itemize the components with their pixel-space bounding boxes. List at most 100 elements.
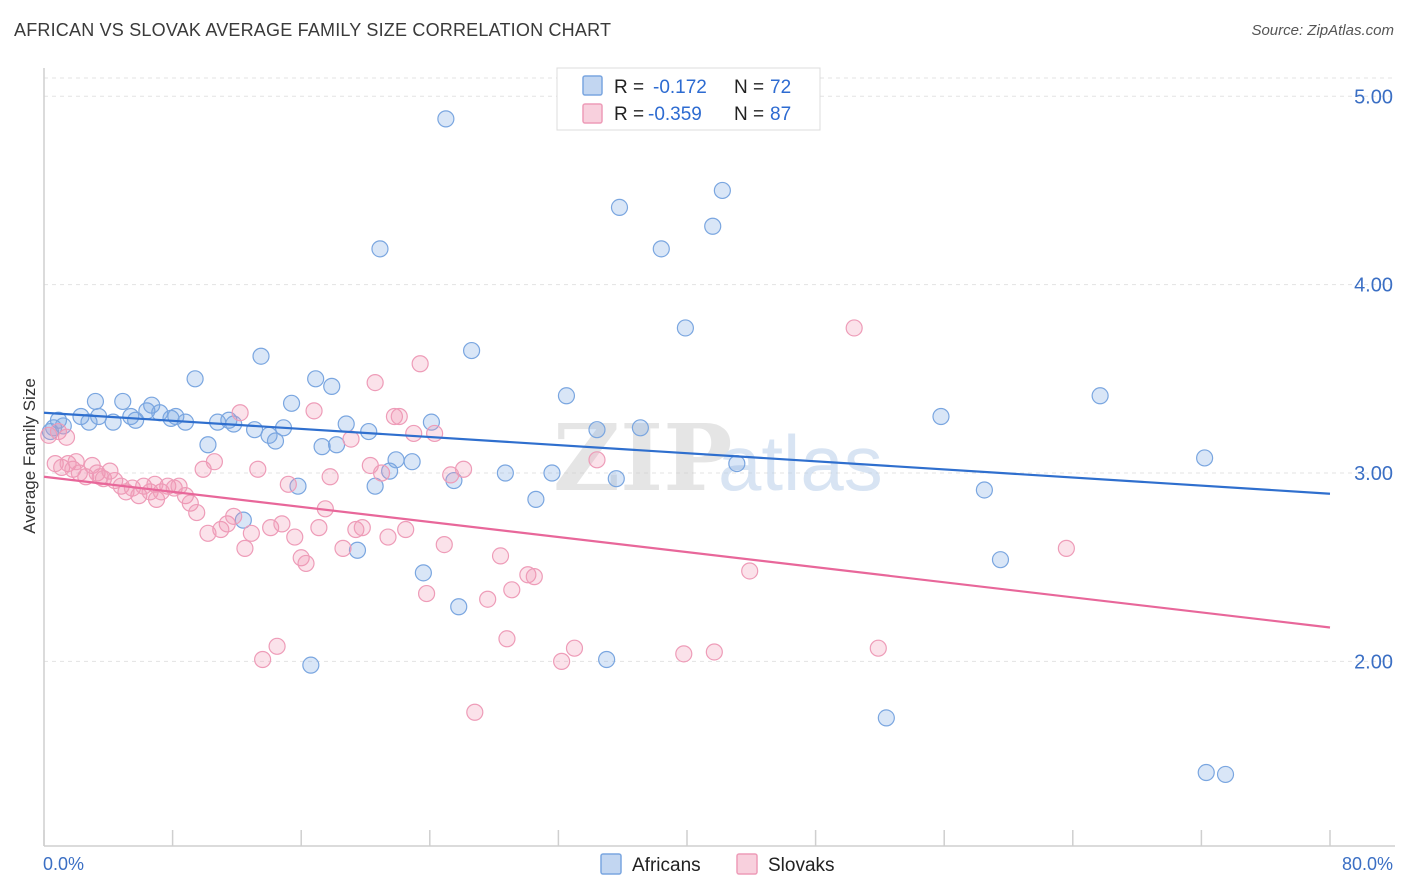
slovaks-point [347,520,365,539]
africans-point [631,419,649,437]
slovaks-point [397,520,415,539]
africans-point [422,413,441,431]
africans-point [371,240,389,258]
slovaks-point [321,468,339,486]
africans-point [496,464,514,482]
africans-point [610,198,629,216]
africans-point [86,392,105,411]
africans-point [932,407,950,426]
africans-point [234,511,252,529]
africans-point [1196,449,1214,467]
africans-point [327,436,346,454]
africans-point [266,432,285,450]
africans-point [307,370,325,388]
legend-n-label-africans: N = [734,77,764,98]
slovaks-point [525,568,543,586]
legend-r-value-slovaks: -0.359 [648,104,702,125]
africans-point [80,413,98,431]
africans-point [1216,765,1235,784]
africans-point [557,387,576,405]
slovaks-point [262,519,280,537]
slovaks-point [845,319,863,337]
africans-point [652,240,670,258]
slovaks-point [1057,539,1075,557]
slovaks-point [553,652,571,670]
watermark-zip: ZIP [553,404,732,512]
africans-point [877,709,895,727]
slovaks-point [741,562,759,580]
africans-point [403,453,421,471]
africans-point [127,411,145,429]
slovaks-point [231,404,249,422]
africans-point [348,541,367,559]
trend-lines [43,411,1331,629]
x-tick-label-max: 80.0% [1342,854,1393,874]
slovaks-point [390,407,408,426]
slovaks-point [588,451,606,469]
slovaks-point [675,645,693,663]
slovaks-point [225,507,243,525]
slovaks-point [417,584,436,603]
y-tick-label: 5.00 [1354,86,1393,108]
africans-point [704,217,722,235]
slovaks-point [565,639,584,657]
africans-point [199,436,217,454]
africans-point [450,598,468,616]
slovaks-trend-line [43,475,1331,629]
gridlines [44,77,1395,662]
slovaks-point [67,453,85,471]
bottom-legend-swatch-slovaks [736,853,758,875]
africans-point [323,377,341,395]
africans-point [527,490,545,508]
slovaks-point [411,355,429,373]
slovaks-point [249,460,267,478]
slovaks-point [279,475,297,493]
slovaks-point [242,524,260,542]
legend-n-value-slovaks: 87 [770,104,791,125]
africans-point [302,656,320,674]
africans-point [387,451,405,469]
slovaks-point [503,581,521,599]
slovaks-point [334,539,352,557]
slovaks-point [268,637,286,655]
y-tick-label: 4.00 [1354,275,1393,297]
slovaks-point [869,639,887,657]
africans-point [462,341,481,360]
africans-point [414,564,432,582]
slovaks-point [273,515,291,533]
africans-point [313,438,331,456]
slovaks-point [435,535,453,554]
series-africans [41,110,1235,784]
y-axis-label: Average Family Size [20,378,39,534]
y-tick-labels: 2.00 3.00 4.00 5.00 [1354,86,1393,673]
slovaks-point [405,424,423,443]
legend-swatch-slovaks [582,103,603,124]
slovaks-point [57,428,76,446]
bottom-legend: Africans Slovaks [600,853,835,876]
africans-point [1197,763,1215,782]
africans-point [252,347,270,365]
africans-point [991,551,1010,569]
source-label: Source: ZipAtlas.com [1251,22,1394,39]
legend-r-value-africans: -0.172 [653,77,707,98]
slovaks-point [705,643,723,661]
y-tick-label: 3.00 [1354,463,1393,485]
slovaks-point [385,407,404,426]
slovaks-point [372,464,391,482]
slovaks-point [466,703,484,721]
africans-point [543,464,561,482]
bottom-legend-slovaks: Slovaks [768,855,835,876]
bottom-legend-africans: Africans [632,855,701,876]
africans-point [588,421,606,439]
slovaks-point [181,494,199,512]
legend-swatch-africans [582,75,603,96]
africans-point [186,370,204,388]
slovaks-point [286,528,304,546]
y-tick-label: 2.00 [1354,651,1393,673]
stats-legend-box [556,67,821,131]
africans-point [728,454,746,473]
africans-point [975,481,993,499]
slovaks-point [379,528,397,546]
slovaks-point [205,453,223,471]
